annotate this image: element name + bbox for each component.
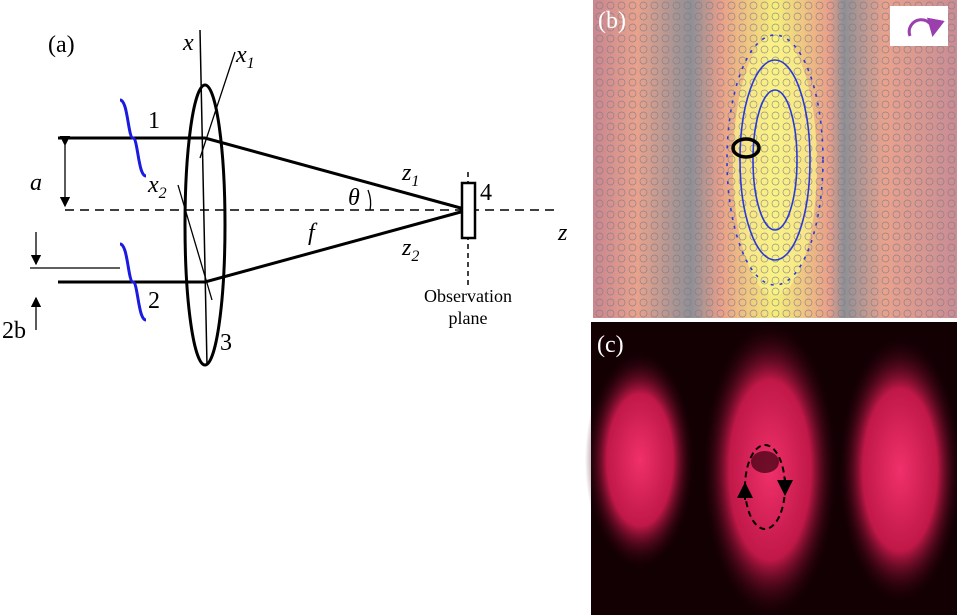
f-label: f — [308, 220, 318, 246]
beam-2 — [58, 208, 469, 284]
vector-field — [593, 0, 957, 318]
x1-axis — [199, 51, 236, 159]
sub: 1 — [411, 173, 419, 190]
panel-c: (c) — [585, 320, 957, 615]
detector-label: 4 — [480, 180, 492, 206]
sub: 2 — [411, 248, 419, 265]
sub: 2 — [159, 185, 167, 202]
left-fringe — [585, 350, 695, 570]
vortex-core — [751, 451, 779, 473]
lens-label: 3 — [220, 330, 232, 356]
line: plane — [449, 308, 488, 328]
panel-a-labels: (a) x x1 x2 1 2 3 4 a θ f z1 z2 z 2b Obs… — [2, 30, 568, 356]
x1-label: x1 — [235, 42, 255, 72]
panel-label: (c) — [597, 332, 624, 358]
z-label: z — [557, 220, 568, 246]
panel-b: (b) — [593, 0, 957, 318]
right-fringe — [838, 335, 957, 605]
beam-2-label: 2 — [148, 288, 160, 314]
x-axis — [199, 29, 208, 366]
z1-label: z1 — [401, 160, 419, 190]
base: z — [401, 160, 412, 186]
beam-1 — [58, 136, 469, 212]
base: z — [401, 235, 412, 261]
lens — [183, 83, 227, 367]
gaussian-1 — [119, 98, 147, 178]
line: Observation — [424, 286, 512, 306]
gaussian-2 — [119, 242, 147, 322]
sub: 1 — [247, 55, 255, 72]
beam-1-label: 1 — [148, 108, 160, 134]
x-label: x — [182, 30, 194, 56]
x2-label: x2 — [147, 172, 167, 202]
panel-label: (a) — [48, 32, 75, 58]
rotation-icon — [907, 17, 945, 37]
icon-box — [890, 6, 948, 46]
angle-arc — [367, 189, 372, 211]
b-label: 2b — [2, 318, 26, 344]
z2-label: z2 — [401, 235, 419, 265]
detector — [460, 181, 477, 240]
base: x — [235, 42, 247, 68]
flow-lines — [726, 34, 824, 286]
base: x — [147, 172, 159, 198]
marker-ellipse — [731, 137, 761, 159]
a-label: a — [30, 170, 42, 196]
theta-label: θ — [348, 185, 360, 211]
panel-a — [30, 29, 560, 367]
panel-label: (b) — [598, 8, 626, 34]
observation-plane-label: Observation plane — [424, 286, 512, 328]
